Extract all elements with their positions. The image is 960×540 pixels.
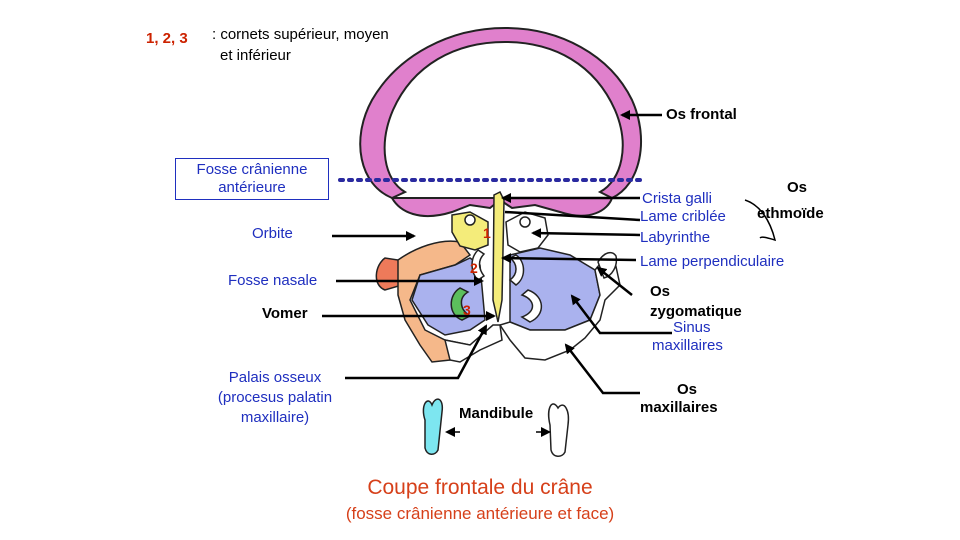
ethmoid-cell-right [519,216,531,228]
perpendicular-plate [492,190,505,323]
legend-numbers: 1, 2, 3 [146,30,188,47]
ethmoid-bracket [744,199,777,242]
label-sinus-line1: Sinus [673,319,711,336]
label-palais: Palais osseux (procesus palatin maxillai… [205,369,345,427]
label-vomer: Vomer [262,305,308,322]
ethmoid-cell-left [464,214,476,226]
label-fosse-cranienne-line1: Fosse crânienne [196,161,308,178]
label-lame-perpendiculaire: Lame perpendiculaire [640,253,785,270]
maxilla-left-orange [397,240,472,363]
label-crista-galli: Crista galli [642,190,713,207]
label-os-zygomatique-line1: Os [650,283,671,300]
label-os-maxillaires-line1: Os [677,381,698,398]
label-sinus-line2: maxillaires [652,337,723,354]
label-fosse-cranienne: Fosse crânienne antérieure [175,158,329,200]
turbinate-number-3: 3 [463,302,471,318]
label-os-ethmoide-line1: Os [787,179,808,196]
turbinate-right-3 [520,289,543,323]
ethmoid-labyrinth-left [451,211,489,251]
caption-title: Coupe frontale du crâne [367,476,593,499]
pointer-lines [322,110,672,395]
label-os-ethmoide-line2: ethmoïde [757,205,824,222]
label-os-maxillaires-line2: maxillaires [640,399,718,416]
turbinate-left-2 [471,249,486,281]
label-palais-line1: Palais osseux [228,369,322,386]
palate-left [443,324,503,363]
label-palais-line2: (procesus palatin [217,389,333,406]
label-fosse-nasale: Fosse nasale [228,272,318,289]
label-labyrinthe: Labyrinthe [640,229,711,246]
label-fosse-cranienne-line2: antérieure [218,179,286,196]
maxilla-right-white [498,257,621,361]
frontal-bone [359,26,643,200]
label-orbite: Orbite [252,225,293,242]
legend-text-line1: : cornets supérieur, moyen [212,26,389,43]
label-lame-criblee: Lame criblée [640,208,726,225]
tooth-right [547,403,570,457]
label-mandibule: Mandibule [459,405,534,422]
label-os-frontal: Os frontal [666,106,737,123]
label-os-zygomatique-line2: zygomatique [650,303,742,320]
turbinate-number-2: 2 [470,260,478,276]
tooth-left [422,398,444,455]
frontal-floor [390,197,614,217]
turbinate-number-1: 1 [483,225,491,241]
turbinate-right-2 [508,254,525,286]
legend-text-line2: et inférieur [220,47,291,64]
label-palais-line3: maxillaire) [240,409,310,426]
caption-subtitle: (fosse crânienne antérieure et face) [345,504,615,523]
